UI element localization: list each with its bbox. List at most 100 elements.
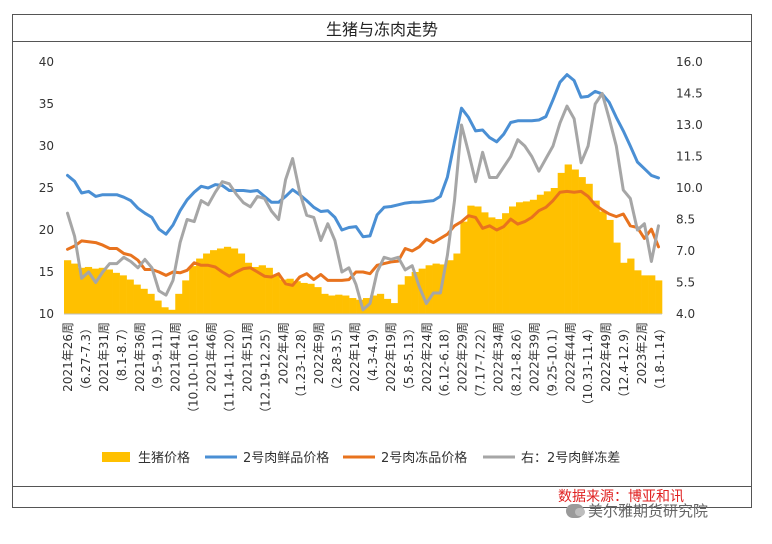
x-tick-label: （11.14-11.20） — [223, 322, 237, 419]
hog-price-bar — [383, 298, 392, 314]
left-y-tick-label: 10 — [39, 307, 54, 321]
hog-price-bar — [634, 270, 642, 314]
hog-price-bar — [98, 267, 107, 314]
hog-price-bar — [481, 212, 489, 314]
hog-price-bar — [112, 272, 120, 314]
x-tick-label: （4.3-4.9） — [366, 322, 380, 389]
x-tick-label: 2021年46周 — [205, 322, 219, 392]
left-y-tick-label: 25 — [39, 181, 54, 195]
x-tick-label: （10.31-11.4） — [581, 322, 595, 411]
x-tick-label: 2022年29周 — [456, 322, 470, 392]
left-y-tick-label: 40 — [39, 55, 54, 69]
x-tick-label: （12.4-12.9） — [617, 322, 631, 404]
hog-price-bar — [77, 267, 86, 314]
right-y-tick-label: 8.5 — [676, 213, 695, 227]
hog-price-bar — [64, 260, 72, 314]
hog-price-bar — [467, 205, 475, 314]
hog-price-bar — [404, 276, 412, 314]
fresh-price-line — [66, 73, 660, 239]
hog-price-bar — [230, 248, 239, 314]
hog-price-bar — [251, 266, 259, 314]
footer-divider — [12, 486, 752, 487]
hog-price-bar — [119, 275, 127, 314]
hog-price-bar — [522, 201, 531, 314]
hog-price-bar — [515, 202, 524, 314]
hog-price-bar — [189, 266, 197, 314]
right-y-tick-label: 13.0 — [676, 118, 703, 132]
hog-price-bar — [265, 267, 273, 314]
legend-hog-price-swatch — [102, 452, 130, 462]
hog-price-bar — [216, 248, 225, 314]
x-tick-label: 2021年26周 — [61, 322, 75, 392]
hog-price-bar — [342, 295, 350, 314]
chart-frame — [12, 14, 752, 508]
hog-price-bar — [474, 206, 482, 314]
x-tick-label: 2021年31周 — [97, 322, 111, 392]
x-tick-label: 2022年14周 — [348, 322, 362, 392]
hog-price-bar — [390, 303, 399, 314]
hog-price-bar — [272, 275, 280, 314]
hog-price-bar — [655, 280, 663, 314]
right-y-tick-label: 7.0 — [676, 244, 695, 258]
hog-price-bar — [432, 263, 440, 314]
hog-price-bar — [91, 268, 100, 314]
legend-spread-label: 右：2号肉鲜冻差 — [521, 450, 620, 466]
hog-price-bar — [543, 191, 552, 314]
hog-price-bar — [606, 219, 614, 314]
hog-price-bar — [175, 293, 183, 314]
hog-price-bar — [453, 253, 461, 314]
data-source-label: 数据来源：博亚和讯 — [558, 489, 684, 505]
hog-price-bar — [237, 253, 246, 314]
x-tick-label: （9.25-10.1） — [545, 322, 559, 404]
hog-price-bar — [349, 298, 357, 314]
left-y-tick-label: 30 — [39, 139, 54, 153]
hog-price-bar — [168, 309, 176, 314]
hog-price-bar — [210, 250, 218, 314]
hog-price-bar — [161, 307, 169, 314]
legend-fresh-price-label: 2号肉鲜品价格 — [243, 450, 329, 466]
x-tick-label: 2022年34周 — [492, 322, 506, 392]
x-tick-label: （8.1-8.7） — [115, 322, 129, 389]
right-y-tick-label: 5.5 — [676, 276, 695, 290]
hog-price-bar — [140, 288, 148, 314]
hog-price-bar — [300, 282, 308, 314]
x-tick-label: （2.28-3.5） — [330, 322, 344, 396]
hog-price-bar — [460, 221, 468, 314]
hog-price-bar — [599, 211, 607, 314]
hog-price-bar — [258, 265, 266, 314]
hog-price-bar — [648, 275, 656, 314]
hog-price-bar — [147, 293, 155, 314]
wechat-icon — [566, 503, 585, 518]
legend-hog-price-label: 生猪价格 — [138, 450, 190, 466]
x-tick-label: 2022年49周 — [599, 322, 613, 392]
hog-price-bar — [307, 283, 315, 314]
x-tick-label: （9.5-9.11） — [151, 322, 165, 396]
hog-price-bar — [84, 266, 93, 314]
x-tick-label: 2022年24周 — [420, 322, 434, 392]
hog-price-bar — [571, 169, 579, 314]
x-tick-label: 2022年9周 — [312, 322, 326, 384]
hog-price-bar — [321, 293, 329, 314]
right-y-tick-label: 16.0 — [676, 55, 703, 69]
x-tick-label: （1.8-1.14） — [653, 322, 667, 396]
hog-price-bar — [335, 294, 343, 314]
x-tick-label: 2023年2周 — [635, 322, 649, 384]
hog-price-bar — [286, 278, 294, 314]
chart-title: 生猪与冻肉走势 — [12, 14, 752, 42]
hog-price-bar — [641, 275, 649, 314]
hog-price-bar — [536, 194, 545, 314]
hog-price-bar — [369, 295, 378, 314]
hog-price-bar — [244, 262, 253, 314]
hog-price-bar — [293, 281, 301, 314]
hog-price-bar — [133, 284, 141, 314]
hog-price-bar — [425, 265, 433, 314]
x-tick-label: （5.8-5.13） — [402, 322, 416, 396]
fresh-frozen-spread-line — [66, 92, 660, 312]
right-y-tick-label: 14.5 — [676, 87, 703, 101]
hog-price-bar — [488, 217, 496, 314]
hog-price-bar — [223, 246, 232, 314]
x-tick-label: （1.23-1.28） — [294, 322, 308, 404]
hog-price-bar — [502, 213, 510, 314]
hog-price-bar — [578, 177, 586, 314]
hog-price-bar — [182, 280, 190, 314]
